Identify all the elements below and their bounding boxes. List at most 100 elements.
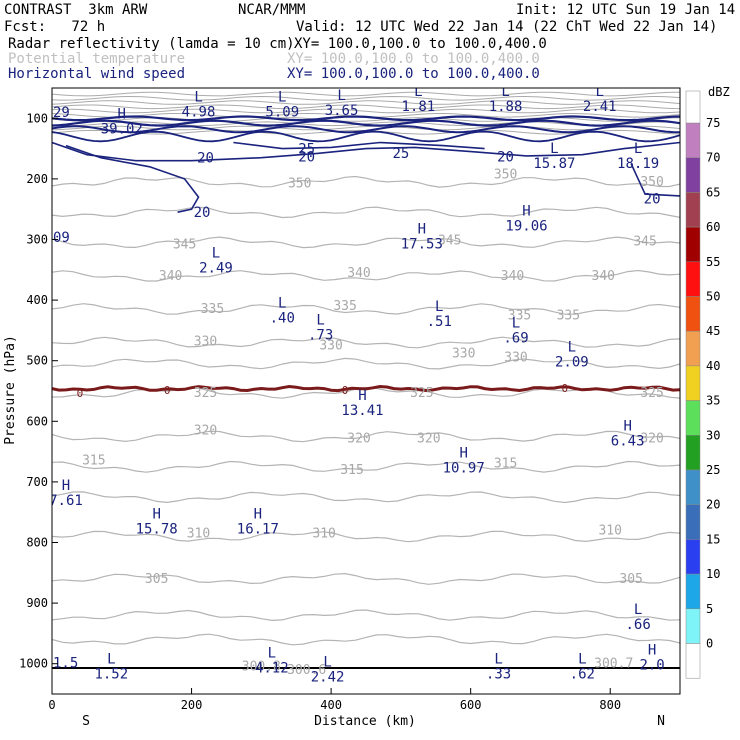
theta-contour-label: 330 <box>319 339 342 354</box>
theta-contour-label: 345 <box>633 234 656 249</box>
wind-contour <box>52 141 680 162</box>
edge-value: 09 <box>53 230 70 246</box>
field-2-name: Potential temperature <box>8 51 186 67</box>
dbz-contour-label: 0 <box>77 387 84 400</box>
theta-contour-label: 300.7 <box>594 657 633 672</box>
theta-contour-label: 315 <box>494 457 517 472</box>
extremum-marker: L <box>596 84 604 100</box>
x-tick-label: 600 <box>460 698 482 712</box>
wind-contour <box>52 125 680 134</box>
model-name: CONTRAST 3km ARW <box>4 2 148 18</box>
wind-contour <box>52 130 680 143</box>
theta-contour-label: 325 <box>410 386 433 401</box>
wind-contour-label: 20 <box>644 191 661 207</box>
extremum-value: 7.61 <box>49 493 83 509</box>
colorbar-level: 30 <box>706 428 720 442</box>
field-1-name: Radar reflectivity (lamda = 10 cm) <box>8 36 295 52</box>
extremum-marker: L <box>323 655 331 671</box>
extremum-marker: L <box>550 141 558 157</box>
colorbar-level: 35 <box>706 394 720 408</box>
y-tick-label: 500 <box>26 354 48 368</box>
dbz-contour-label: 0 <box>562 382 569 395</box>
colorbar-level: 70 <box>706 151 720 165</box>
colorbar-swatch <box>685 192 701 228</box>
theta-contour <box>52 100 680 105</box>
dbz-contour-label: 0 <box>342 384 349 397</box>
theta-contour-label: 335 <box>557 308 580 323</box>
extremum-marker: L <box>568 340 576 356</box>
theta-contour-label: 300.8 <box>242 660 281 675</box>
extremum-value: 13.41 <box>341 403 383 419</box>
extremum-marker: H <box>459 446 467 462</box>
theta-contour-label: 340 <box>159 269 182 284</box>
theta-contour-label: 300.6 <box>287 663 326 678</box>
theta-contour <box>52 95 680 101</box>
colorbar-level: 10 <box>706 567 720 581</box>
wind-contour <box>630 163 680 197</box>
wind-contours <box>52 115 680 213</box>
extremum-marker: L <box>107 652 115 668</box>
colorbar-swatch <box>685 539 701 575</box>
extremum-value: 2.49 <box>199 261 233 277</box>
theta-contour-label: 340 <box>347 266 370 281</box>
field-3-xy: XY= 100.0,100.0 to 100.0,400.0 <box>287 66 540 82</box>
extremum-value: 1.81 <box>401 99 435 115</box>
theta-contour <box>52 460 680 473</box>
extremum-marker: L <box>278 89 286 105</box>
colorbar-swatch <box>685 90 701 124</box>
extremum-value: .69 <box>503 330 528 346</box>
theta-contour <box>52 336 680 349</box>
theta-contour-label: 335 <box>333 299 356 314</box>
y-tick-label: 900 <box>26 596 48 610</box>
theta-contour-label: 345 <box>173 237 196 252</box>
theta-contour <box>52 269 680 282</box>
extremum-marker: L <box>512 315 520 331</box>
colorbar-swatch <box>685 157 701 193</box>
extremum-marker: H <box>418 221 426 237</box>
theta-contour-label: 325 <box>194 386 217 401</box>
theta-contour-label: 320 <box>417 431 440 446</box>
theta-contour-label: 310 <box>187 526 210 541</box>
wind-contour <box>52 115 680 122</box>
theta-contour <box>52 117 680 122</box>
colorbar-level: 15 <box>706 532 720 546</box>
extremum-value: 2.42 <box>311 670 345 686</box>
theta-contour <box>52 175 680 188</box>
colorbar-level: 0 <box>706 637 713 651</box>
y-tick-label: 600 <box>26 414 48 428</box>
extremum-value: 5.09 <box>265 104 299 120</box>
colorbar-swatch <box>685 226 701 263</box>
field-3-name: Horizontal wind speed <box>8 66 186 82</box>
x-tick-label: 400 <box>320 698 342 712</box>
theta-contour <box>52 530 680 543</box>
theta-contours <box>52 91 680 646</box>
edge-value: 1.5 <box>53 655 78 671</box>
wind-contour-label: 20 <box>194 205 211 221</box>
extremum-value: .62 <box>570 667 595 683</box>
colorbar-swatch <box>685 365 701 401</box>
extremum-marker: L <box>634 602 642 618</box>
extremum-value: 4.12 <box>255 661 289 677</box>
extremum-marker: L <box>316 312 324 328</box>
extremum-marker: H <box>254 506 262 522</box>
theta-contour <box>52 303 680 315</box>
extremum-value: 15.87 <box>533 156 575 172</box>
y-tick-label: 200 <box>26 172 48 186</box>
wind-contour-label: 20 <box>497 149 514 165</box>
theta-contour <box>52 206 680 219</box>
field-1-xy: XY= 100.0,100.0 to 100.0,400.0 <box>294 36 547 52</box>
wind-contour <box>233 141 485 150</box>
y-tick-label: 400 <box>26 293 48 307</box>
extremum-marker: L <box>578 652 586 668</box>
colorbar-swatch <box>685 435 701 471</box>
theta-contour <box>52 125 680 131</box>
extremum-marker: L <box>414 84 422 100</box>
theta-contour-label: 350 <box>640 175 663 190</box>
colorbar-swatch <box>685 643 701 679</box>
extremum-value: .40 <box>270 310 295 326</box>
theta-contour-label: 320 <box>347 431 370 446</box>
colorbar-level: 20 <box>706 498 720 512</box>
extremum-value: 15.78 <box>136 521 178 537</box>
extremum-value: .66 <box>625 617 650 633</box>
theta-contour <box>52 430 680 443</box>
